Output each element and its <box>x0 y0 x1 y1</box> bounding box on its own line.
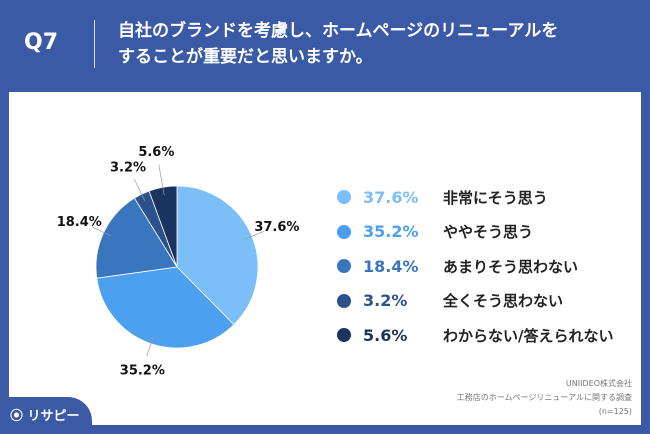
legend-percent: 3.2% <box>363 291 408 311</box>
logo-icon: ⦿ <box>10 409 24 424</box>
leader-line <box>146 336 154 357</box>
source-survey: 工務店のホームページリニューアルに関する調査 <box>456 393 632 402</box>
header: Q7 自社のブランドを考慮し、ホームページのリニューアルを することが重要だと思… <box>0 0 650 88</box>
leader-line <box>91 226 112 237</box>
question-title: 自社のブランドを考慮し、ホームページのリニューアルを することが重要だと思います… <box>118 18 638 70</box>
source-company: UNIIDEO株式会社 <box>565 379 632 388</box>
legend-label: ややそう思う <box>443 223 534 242</box>
legend-item: 5.6% わからない/答えられない <box>337 318 613 353</box>
legend-percent: 5.6% <box>363 325 408 345</box>
data-label: 37.6% <box>254 220 299 235</box>
legend-item: 37.6% 非常にそう思う <box>337 180 613 215</box>
legend-dot-icon <box>337 328 351 343</box>
data-label: 5.6% <box>138 145 174 160</box>
legend-dot-icon <box>337 190 351 205</box>
legend: 37.6% 非常にそう思う 35.2% ややそう思う 18.4% あまりそう思わない 3.2… <box>337 180 613 353</box>
logo: ⦿ リサピー <box>0 397 92 434</box>
legend-label: わからない/答えられない <box>443 326 614 345</box>
legend-percent: 18.4% <box>363 256 419 276</box>
legend-percent: 37.6% <box>363 187 419 207</box>
data-label: 18.4% <box>57 215 102 230</box>
legend-percent: 35.2% <box>363 222 419 242</box>
leader-line <box>244 230 265 240</box>
question-number: Q7 <box>24 30 59 55</box>
title-line-2: することが重要だと思いますか。 <box>118 47 373 67</box>
data-label: 35.2% <box>120 363 165 378</box>
legend-label: 非常にそう思う <box>443 188 548 207</box>
divider <box>94 20 95 68</box>
logo-text: リサピー <box>27 409 80 424</box>
legend-item: 3.2% 全くそう思わない <box>337 284 613 319</box>
legend-label: あまりそう思わない <box>443 257 579 276</box>
source-note: UNIIDEO株式会社 工務店のホームページリニューアルに関する調査 (n=12… <box>457 377 632 419</box>
sample-size: (n=125) <box>598 407 632 416</box>
legend-dot-icon <box>337 224 351 239</box>
leader-line <box>158 164 165 196</box>
legend-dot-icon <box>337 293 351 308</box>
title-line-1: 自社のブランドを考慮し、ホームページのリニューアルを <box>118 21 559 41</box>
data-label: 3.2% <box>110 160 146 175</box>
legend-item: 18.4% あまりそう思わない <box>337 249 613 284</box>
legend-dot-icon <box>337 259 351 274</box>
legend-label: 全くそう思わない <box>443 292 564 311</box>
leader-line <box>133 178 146 202</box>
legend-item: 35.2% ややそう思う <box>337 215 613 250</box>
